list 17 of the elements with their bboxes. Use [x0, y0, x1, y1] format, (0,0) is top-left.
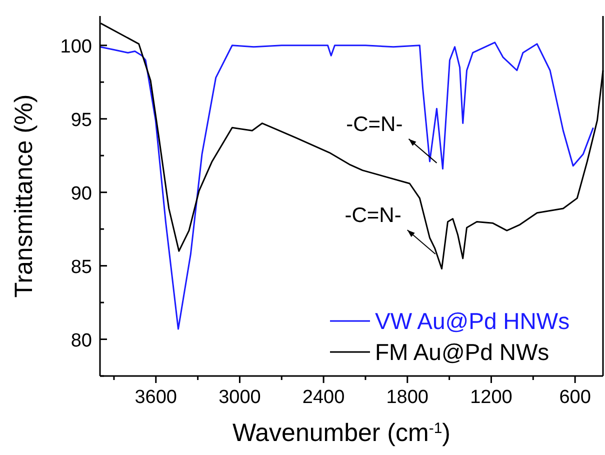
x-axis-title: Wavenumber (cm$^{-1}$): [232, 419, 451, 447]
legend-label: VW Au@Pd HNWs: [375, 308, 570, 334]
annotation: -C=N-: [346, 112, 403, 136]
y-tick-label: 95: [70, 110, 92, 131]
x-tick-label: 1800: [386, 387, 429, 408]
y-tick-label: 100: [60, 36, 92, 58]
y-tick-label: 90: [70, 183, 92, 204]
y-tick-label: 85: [70, 256, 92, 278]
legend-label: FM Au@Pd NWs: [375, 339, 550, 365]
y-tick-label: 80: [70, 330, 92, 352]
x-tick-label: 3000: [218, 387, 261, 408]
x-tick-label: 2400: [302, 387, 345, 408]
x-tick-label: 600: [559, 387, 591, 408]
x-tick-label: 1200: [470, 387, 512, 408]
annotation: -C=N-: [344, 204, 402, 228]
x-tick-label: 3600: [134, 387, 178, 408]
y-axis-title: Transmittance (%): [10, 94, 38, 298]
